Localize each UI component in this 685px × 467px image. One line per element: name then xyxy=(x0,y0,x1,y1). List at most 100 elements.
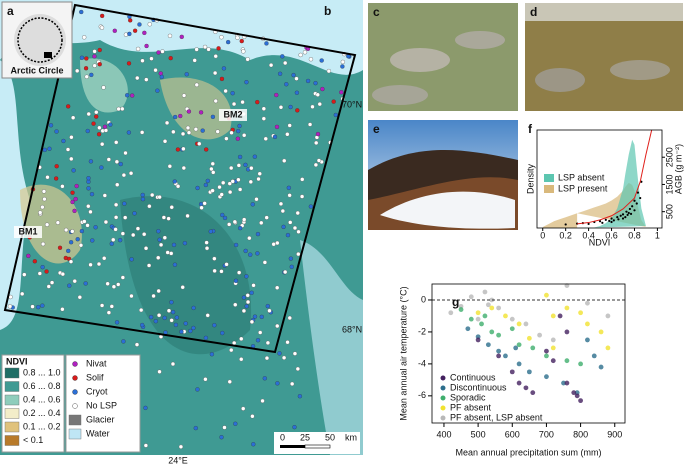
site-point xyxy=(265,303,270,309)
site-point xyxy=(101,85,106,90)
point xyxy=(578,398,583,404)
site-point xyxy=(298,52,303,58)
site-point xyxy=(235,136,240,141)
site-point xyxy=(139,307,144,313)
legend-title: NDVI xyxy=(6,356,28,366)
site-point xyxy=(54,164,59,169)
arctic-circle xyxy=(17,17,63,63)
site-point xyxy=(193,127,199,132)
site-point xyxy=(49,280,55,285)
agb-point xyxy=(633,209,636,212)
plot-frame xyxy=(431,283,626,424)
site-point xyxy=(126,130,132,135)
site-point xyxy=(157,237,162,242)
panel-label: d xyxy=(530,5,537,19)
site-point xyxy=(305,78,311,84)
panel-label: a xyxy=(7,4,14,18)
site-point xyxy=(121,172,127,178)
stone-patch xyxy=(390,48,450,72)
site-point xyxy=(224,262,229,267)
site-point xyxy=(299,194,305,199)
site-point xyxy=(198,202,204,207)
point xyxy=(496,353,502,359)
site-point xyxy=(166,216,171,221)
site-point xyxy=(92,54,97,59)
site-point xyxy=(287,193,292,198)
site-point xyxy=(222,425,227,430)
site-point xyxy=(288,220,293,225)
point xyxy=(557,313,563,319)
site-point xyxy=(147,22,152,27)
x-tick-label: 700 xyxy=(539,429,554,439)
site-point xyxy=(223,88,228,94)
panel-label: g xyxy=(452,295,459,309)
site-point xyxy=(120,231,126,236)
site-point xyxy=(285,340,290,345)
site-point xyxy=(86,186,91,191)
site-point xyxy=(295,366,301,372)
site-point xyxy=(148,314,154,320)
site-point xyxy=(129,293,134,299)
y-tick-label: -4 xyxy=(418,358,426,368)
site-point xyxy=(204,246,210,251)
site-point xyxy=(45,175,50,180)
site-point xyxy=(271,242,276,247)
site-point xyxy=(125,93,130,98)
site-point xyxy=(97,125,102,130)
site-point xyxy=(296,251,301,257)
site-point xyxy=(238,225,243,231)
site-point xyxy=(278,105,284,110)
legend-symbol xyxy=(72,361,78,367)
site-point xyxy=(216,46,221,51)
site-point xyxy=(314,140,319,146)
point xyxy=(448,310,454,316)
site-point xyxy=(156,229,161,234)
site-point xyxy=(240,99,245,105)
site-point xyxy=(235,35,240,40)
site-point xyxy=(168,55,173,61)
y-tick-label: -2 xyxy=(418,326,426,336)
site-point xyxy=(85,223,90,228)
site-point xyxy=(122,201,127,206)
legend-label: Glacier xyxy=(86,414,115,424)
point xyxy=(516,380,522,386)
site-point xyxy=(140,196,146,202)
point xyxy=(561,380,566,386)
site-point xyxy=(140,322,145,328)
site-point xyxy=(44,222,50,227)
legend-symbol xyxy=(68,428,82,440)
site-point xyxy=(242,133,247,138)
high-ndvi xyxy=(120,196,252,355)
legend-swatch xyxy=(4,435,20,446)
legend-label: LSP absent xyxy=(558,172,605,182)
site-point xyxy=(156,313,162,318)
site-point xyxy=(128,18,133,23)
site-point xyxy=(236,270,242,275)
site-point xyxy=(109,241,114,246)
site-point xyxy=(316,158,322,163)
site-point xyxy=(60,307,65,312)
x-tick-label: 0.6 xyxy=(605,230,618,240)
site-point xyxy=(247,236,252,241)
lat-label: 68°N xyxy=(342,324,362,334)
site-point xyxy=(237,154,243,160)
site-point xyxy=(244,80,249,85)
site-point xyxy=(169,318,174,323)
site-point xyxy=(263,136,268,141)
site-point xyxy=(320,86,325,92)
point xyxy=(479,321,484,327)
panel-label: b xyxy=(324,4,331,18)
site-point xyxy=(291,72,296,78)
site-point xyxy=(262,260,268,265)
site-point xyxy=(93,225,98,230)
scale-label: 25 xyxy=(300,432,310,442)
x-tick-label: 500 xyxy=(471,429,486,439)
site-point xyxy=(164,120,170,126)
site-point xyxy=(171,242,177,248)
site-point xyxy=(178,113,183,119)
site-point xyxy=(54,176,59,181)
site-point xyxy=(132,211,137,216)
site-point xyxy=(82,35,87,40)
site-point xyxy=(245,299,251,305)
